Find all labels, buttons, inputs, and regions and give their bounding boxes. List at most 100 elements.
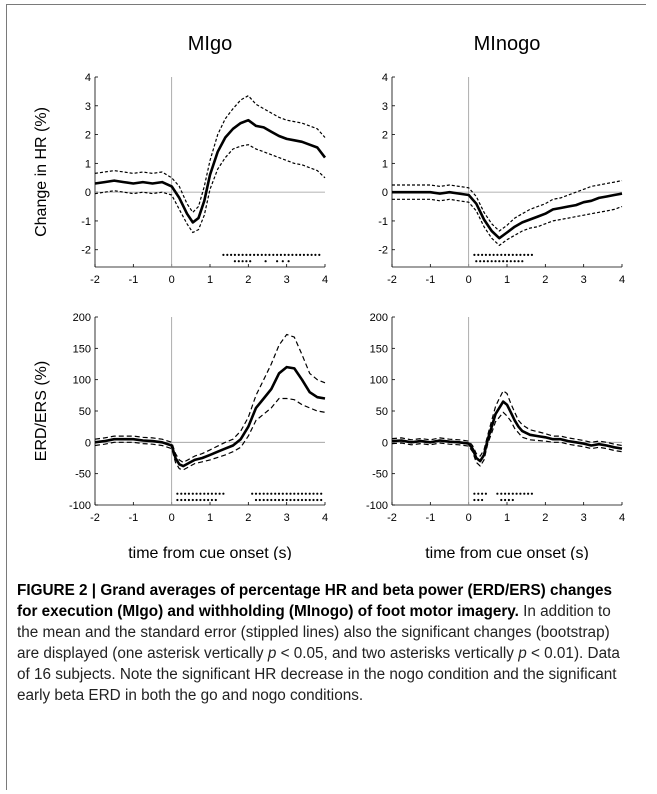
x-tick-label: 4: [619, 274, 625, 286]
x-tick-label: 1: [207, 274, 213, 286]
significance-marker: [312, 498, 315, 502]
significance-marker: [515, 492, 518, 495]
y-tick-label: 50: [79, 406, 91, 418]
significance-marker: [312, 492, 315, 495]
significance-marker: [304, 492, 307, 495]
x-tick-label: 3: [581, 274, 587, 286]
significance-marker: [254, 492, 258, 495]
significance-marker: [297, 498, 300, 502]
significance-marker: [226, 253, 229, 256]
significance-marker: [191, 492, 194, 495]
significance-marker: [509, 260, 512, 263]
significance-marker: [316, 492, 319, 495]
significance-marker: [203, 498, 206, 502]
significance-marker: [484, 492, 487, 495]
significance-marker: [490, 260, 493, 263]
significance-marker: [310, 253, 313, 256]
significance-marker: [254, 498, 258, 502]
significance-marker: [320, 498, 323, 502]
significance-marker: [308, 492, 311, 495]
significance-marker: [237, 260, 240, 263]
x-tick-label: 2: [542, 512, 548, 524]
y-tick-label: 0: [85, 187, 91, 199]
x-tick-label: 1: [504, 274, 510, 286]
y-tick-label: 0: [85, 437, 91, 449]
x-tick-label: -2: [387, 512, 397, 524]
y-tick-label: 3: [85, 101, 91, 113]
y-tick-label: 4: [85, 72, 91, 84]
significance-marker: [283, 253, 286, 256]
significance-marker: [176, 492, 179, 495]
y-tick-label: 3: [382, 101, 388, 113]
x-tick-label: 3: [284, 274, 290, 286]
significance-marker: [519, 492, 522, 495]
significance-marker: [473, 253, 476, 256]
significance-marker: [237, 253, 240, 256]
significance-marker: [494, 260, 497, 263]
significance-marker: [314, 253, 317, 256]
significance-marker: [484, 253, 487, 256]
x-tick-label: 4: [322, 512, 328, 524]
significance-marker: [498, 260, 501, 263]
x-tick-label: 4: [322, 274, 328, 286]
significance-marker: [318, 253, 321, 256]
significance-marker: [214, 498, 217, 502]
y-axis-label: ERD/ERS (%): [33, 361, 50, 461]
significance-marker: [302, 253, 305, 256]
x-tick-label: 0: [169, 274, 175, 286]
significance-marker: [180, 498, 183, 502]
significance-marker: [320, 492, 323, 495]
y-axis-label: Change in HR (%): [33, 107, 50, 237]
y-tick-label: -2: [81, 245, 91, 257]
significance-marker: [270, 492, 273, 495]
y-tick-label: 4: [382, 72, 388, 84]
significance-marker: [199, 498, 202, 502]
significance-marker: [287, 253, 290, 256]
y-tick-label: 0: [382, 437, 388, 449]
significance-marker: [523, 253, 526, 256]
x-tick-label: 0: [466, 512, 472, 524]
significance-marker: [272, 253, 275, 256]
significance-marker: [481, 253, 484, 256]
significance-marker: [304, 498, 307, 502]
y-tick-label: -50: [75, 469, 91, 481]
significance-marker: [306, 253, 309, 256]
significance-marker: [258, 492, 261, 495]
significance-marker: [266, 498, 269, 502]
figure-frame: [6, 4, 646, 790]
significance-marker: [481, 492, 484, 495]
significance-marker: [530, 253, 534, 256]
x-tick-label: 2: [245, 512, 251, 524]
significance-marker: [276, 253, 279, 256]
x-tick-label: 4: [619, 512, 625, 524]
significance-marker: [277, 492, 281, 495]
significance-marker: [187, 498, 190, 502]
significance-marker: [511, 253, 514, 256]
significance-marker: [289, 498, 292, 502]
significance-marker: [293, 498, 296, 502]
panel-title: MInogo: [474, 33, 541, 55]
panel-4: -2 -1 0 1 2 3 4 -100 -50 0 50 100 150 200 time from cu…: [366, 312, 625, 560]
significance-marker: [207, 498, 210, 502]
significance-marker: [241, 253, 244, 256]
y-tick-label: 200: [370, 312, 388, 324]
significance-marker: [262, 492, 265, 495]
significance-marker: [245, 260, 248, 263]
significance-marker: [507, 498, 510, 502]
significance-marker: [187, 492, 190, 495]
significance-marker: [277, 498, 281, 502]
panel-3: -2 -1 0 1 2 3 4 -100 -50 0 50 100 150 200 ERD/ERS (%) t…: [33, 312, 328, 560]
x-tick-label: 0: [466, 274, 472, 286]
significance-marker: [496, 253, 499, 256]
significance-marker: [517, 260, 520, 263]
x-axis-label: time from cue onset (s): [128, 545, 292, 560]
significance-marker: [486, 260, 489, 263]
y-tick-label: -100: [366, 500, 388, 512]
significance-marker: [479, 260, 482, 263]
x-tick-label: 3: [284, 512, 290, 524]
significance-marker: [496, 492, 499, 495]
significance-marker: [477, 498, 480, 502]
significance-marker: [488, 253, 491, 256]
significance-marker: [295, 253, 298, 256]
